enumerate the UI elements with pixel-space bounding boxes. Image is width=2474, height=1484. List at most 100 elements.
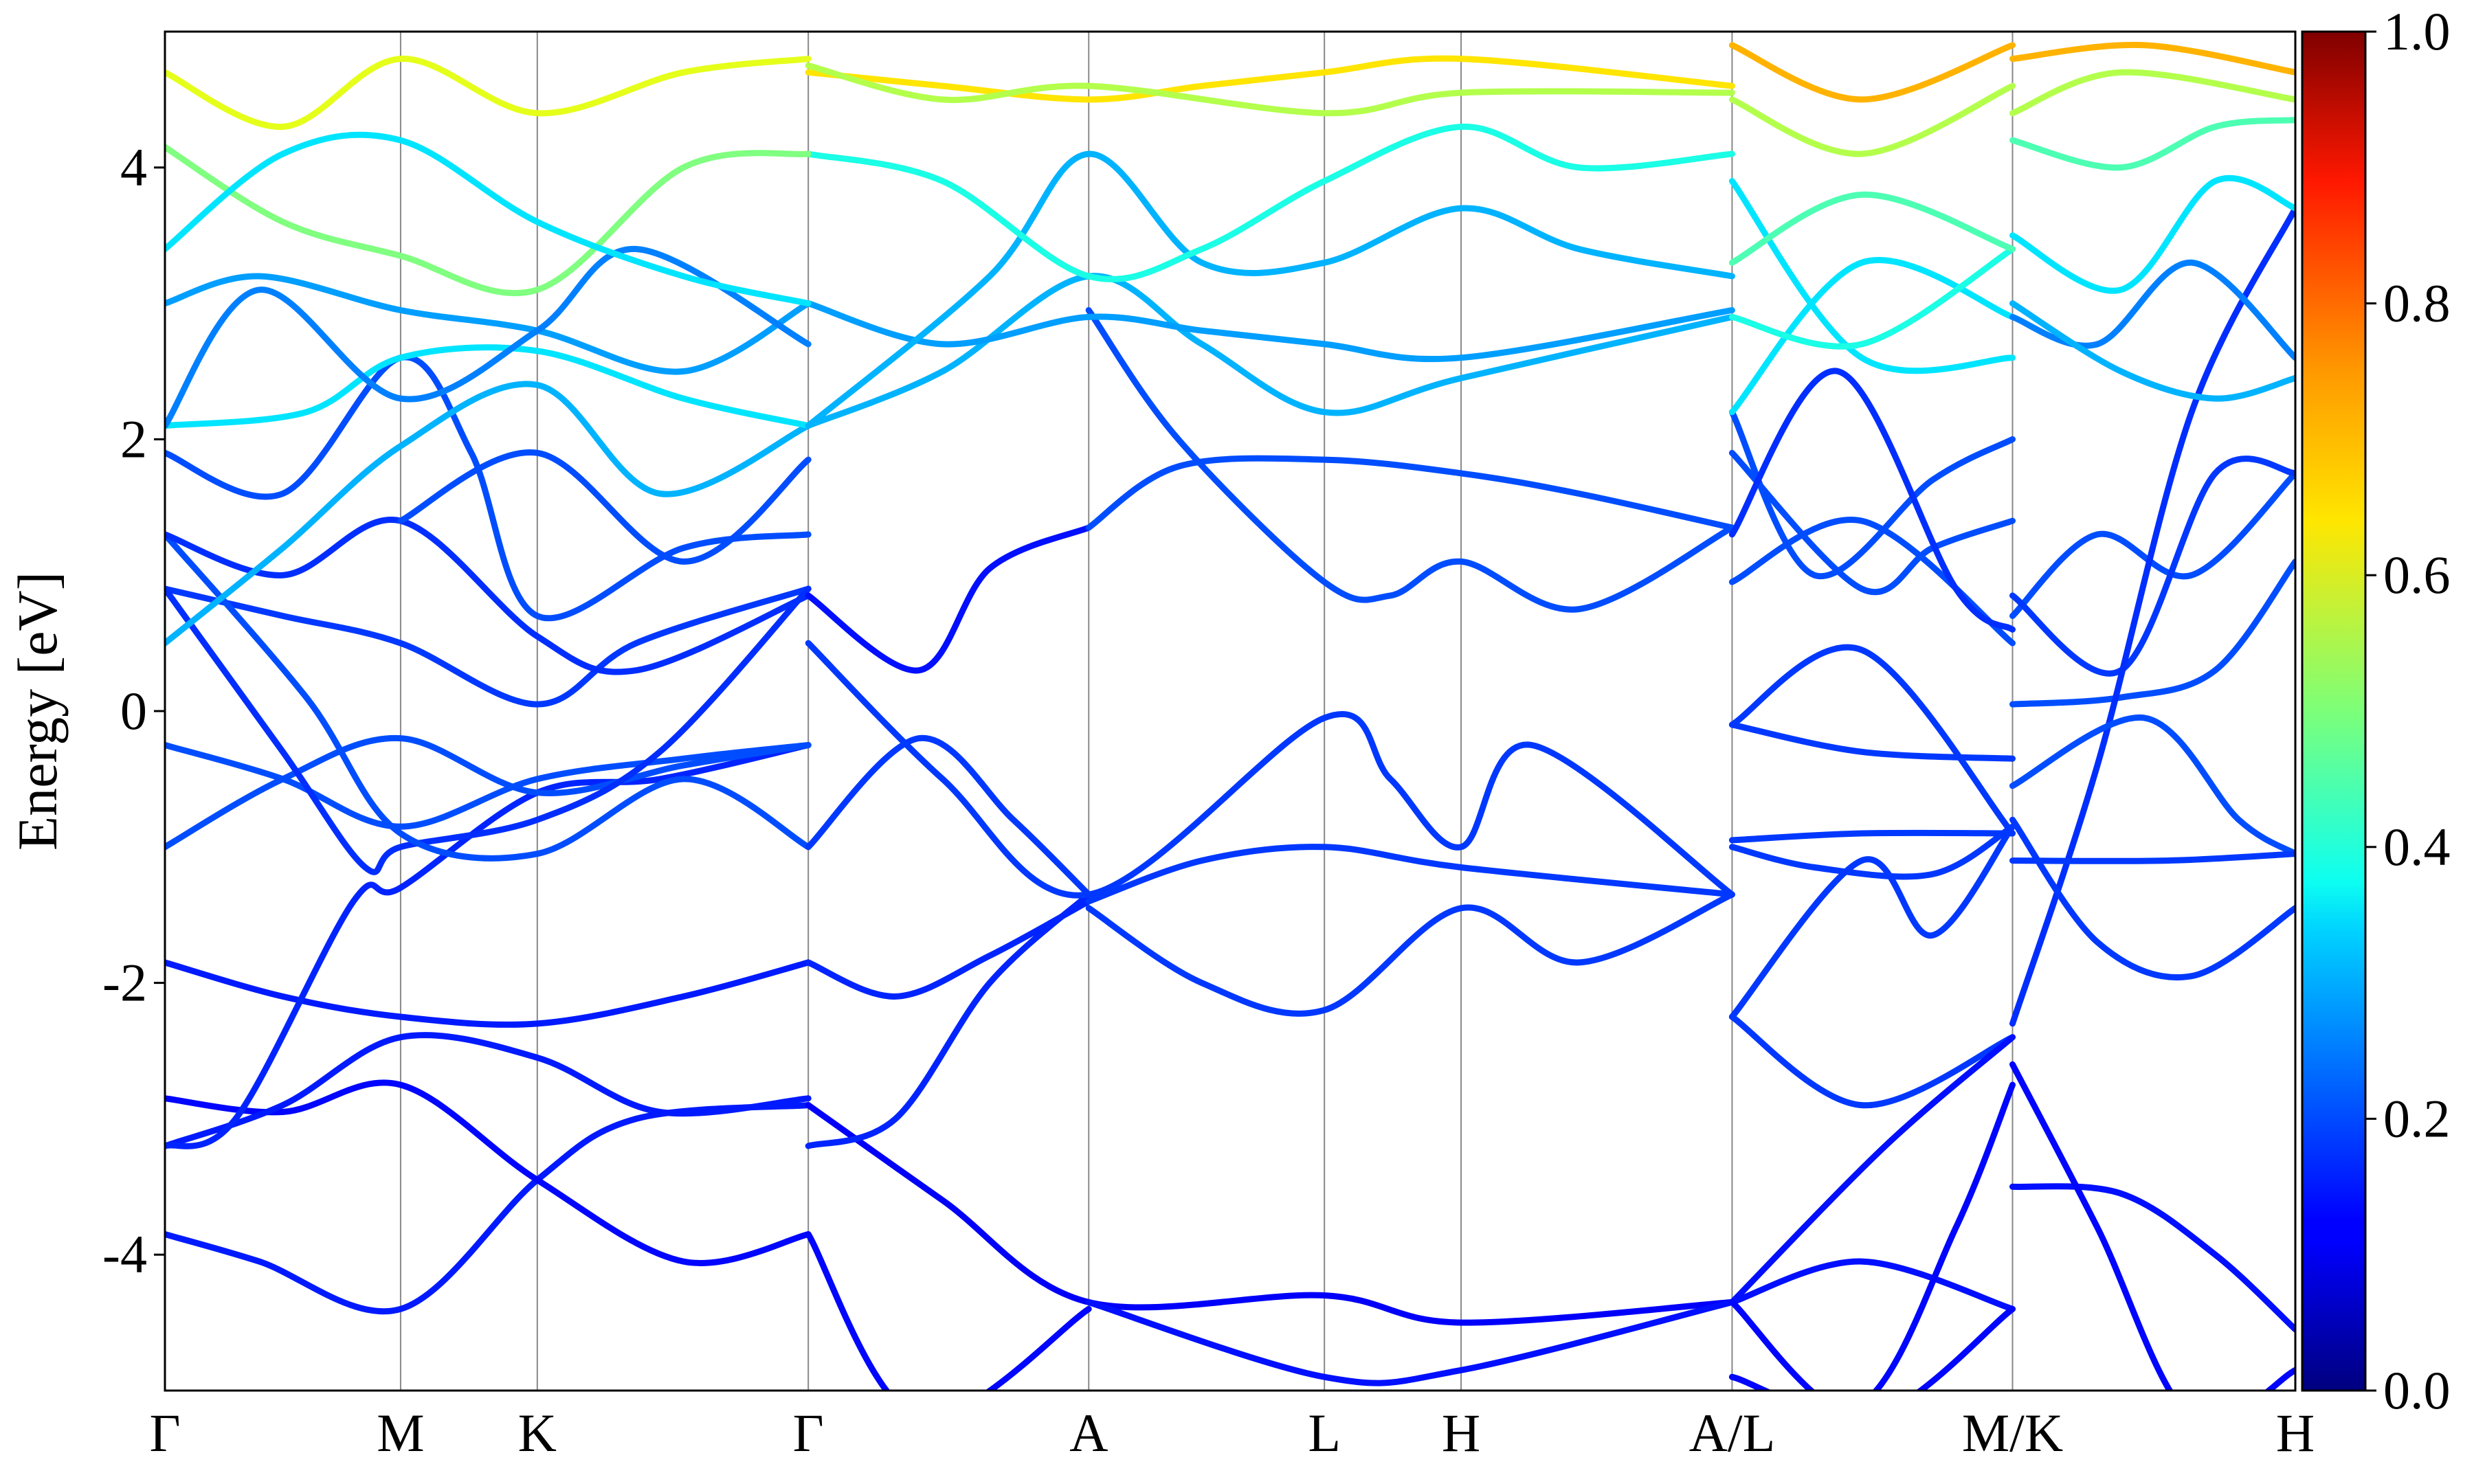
band-line — [1728, 644, 2016, 837]
y-tick-label: 4 — [120, 137, 147, 197]
band-line — [2009, 117, 2295, 171]
x-tick-label: H — [1442, 1403, 1480, 1463]
x-tick-label: A/L — [1689, 1403, 1776, 1463]
colorbar-tick-label: 0.2 — [2383, 1088, 2451, 1148]
band-line — [1728, 516, 2016, 647]
band-line — [805, 891, 1092, 1149]
band-line — [2009, 41, 2295, 76]
colorbar-tick-label: 0.0 — [2383, 1360, 2451, 1420]
x-tick-label: M — [377, 1403, 424, 1463]
band-line — [2009, 851, 2295, 864]
band-line — [1085, 844, 1735, 905]
y-tick-label: 2 — [120, 409, 147, 469]
x-tick-label: H — [2276, 1403, 2315, 1463]
band-line — [165, 354, 812, 622]
band-line — [2009, 470, 2295, 619]
band-line — [1728, 1013, 2016, 1109]
band-line — [805, 640, 1735, 899]
band-line — [1728, 178, 2016, 374]
band-line — [805, 734, 1092, 898]
colorbar-tick-label: 0.8 — [2383, 273, 2451, 333]
band-line — [805, 273, 1735, 429]
band-line — [1085, 307, 1735, 613]
band-line — [1085, 891, 1735, 1017]
bands-group — [165, 41, 2295, 1391]
band-line — [165, 531, 812, 862]
band-line — [165, 273, 812, 375]
band-line — [165, 585, 812, 875]
band-line — [165, 381, 812, 647]
band-line — [165, 1032, 812, 1149]
band-line — [165, 1102, 812, 1315]
band-line — [805, 898, 1092, 1000]
band-line — [165, 56, 812, 131]
band-line — [165, 742, 812, 830]
band-line — [1728, 823, 2016, 1020]
band-line — [1728, 1258, 2016, 1312]
band-line — [805, 123, 1735, 282]
colorbar — [2301, 30, 2367, 1392]
band-line — [1085, 1298, 1735, 1386]
x-tick-label: L — [1308, 1403, 1341, 1463]
band-line — [805, 300, 1735, 363]
band-line — [1728, 42, 2016, 103]
band-line — [397, 449, 812, 565]
band-line — [165, 344, 812, 429]
band-line — [1728, 829, 2016, 844]
band-line — [2009, 1061, 2295, 1391]
x-axis: Γ M K Γ A L H A/L M/K H — [149, 1403, 2315, 1463]
band-line — [2009, 1183, 2295, 1333]
colorbar-tick-label: 1.0 — [2383, 1, 2451, 61]
band-line — [2009, 259, 2295, 361]
band-line — [1728, 1298, 2016, 1391]
band-line — [2009, 175, 2295, 294]
colorbar-tick-label: 0.6 — [2383, 545, 2451, 605]
band-line — [1728, 368, 2016, 633]
band-line — [165, 245, 812, 429]
x-tick-label: M/K — [1962, 1403, 2063, 1463]
x-tick-label: Γ — [793, 1403, 824, 1463]
band-line — [805, 63, 1735, 117]
band-line — [165, 734, 812, 851]
y-axis-title: Energy [eV] — [6, 572, 69, 851]
band-line — [2009, 714, 2295, 857]
x-tick-label: K — [518, 1403, 557, 1463]
y-tick-label: -4 — [102, 1224, 147, 1284]
x-tick-label: A — [1069, 1403, 1108, 1463]
y-axis: -4 -2 0 2 4 — [102, 137, 165, 1284]
y-tick-label: -2 — [102, 953, 147, 1013]
colorbar-ticks: 0.0 0.2 0.4 0.6 0.8 1.0 — [2365, 1, 2451, 1420]
band-line — [165, 144, 812, 297]
band-line — [1728, 1034, 2016, 1305]
band-line — [1728, 1081, 2016, 1391]
band-line — [1728, 721, 2016, 762]
band-line — [2009, 558, 2295, 708]
colorbar-tick-label: 0.4 — [2383, 817, 2451, 877]
band-line — [805, 1231, 1092, 1391]
band-line — [805, 150, 1735, 429]
band-line — [1728, 191, 2016, 266]
band-line — [1728, 257, 2016, 416]
band-line — [1085, 455, 1735, 531]
k-point-gridlines — [399, 32, 2014, 1391]
band-line — [1728, 449, 2016, 596]
y-tick-label: 0 — [120, 681, 147, 741]
band-line — [165, 517, 812, 675]
band-line — [1728, 409, 2016, 580]
band-line — [2009, 816, 2295, 981]
band-line — [805, 1102, 1735, 1326]
band-line — [165, 742, 812, 1149]
band-line — [165, 959, 812, 1028]
band-line — [805, 55, 1735, 103]
band-line — [165, 585, 812, 708]
band-line — [1728, 82, 2016, 157]
band-line — [805, 524, 1092, 674]
band-line — [165, 131, 812, 307]
band-line — [1728, 246, 2016, 350]
band-line — [2009, 69, 2295, 117]
band-line — [2009, 456, 2295, 677]
x-tick-label: Γ — [149, 1403, 180, 1463]
band-line — [2009, 300, 2295, 402]
band-line — [1728, 823, 2016, 880]
